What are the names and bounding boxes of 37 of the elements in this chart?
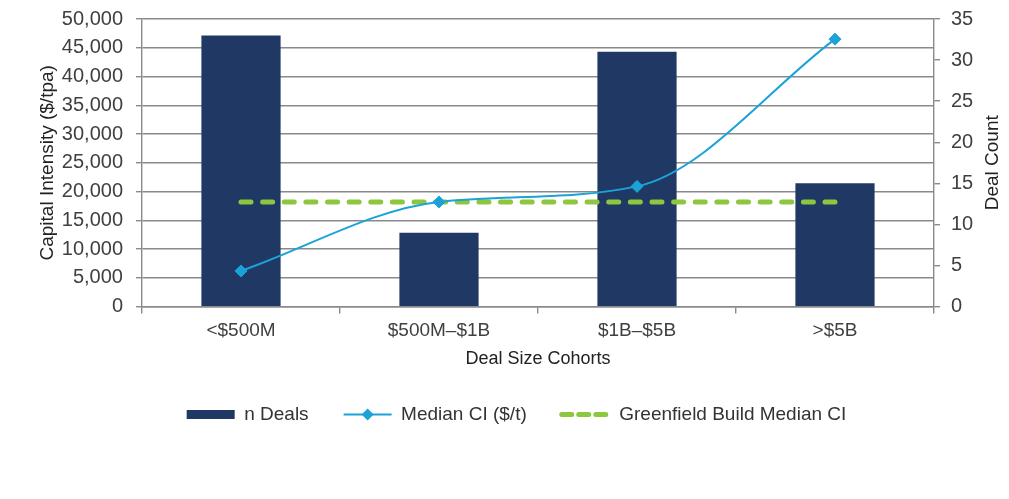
point xyxy=(828,32,842,46)
y-tick-label: 5,000 xyxy=(72,265,123,288)
y2-tick-label: 10 xyxy=(951,211,974,234)
y2-tick-label: 25 xyxy=(951,88,974,111)
y-tick-label: 0 xyxy=(111,294,123,317)
x-tick-label: $500M–$1B xyxy=(387,319,491,341)
bar xyxy=(795,183,875,306)
y2-tick-label: 20 xyxy=(951,129,974,152)
y2-axis-title: Deal Count xyxy=(981,114,1003,211)
point xyxy=(432,195,446,209)
y-tick-label: 20,000 xyxy=(61,179,123,202)
legend-label: n Deals xyxy=(244,402,309,424)
bar xyxy=(399,232,479,306)
x-tick-label: $1B–$5B xyxy=(597,319,677,341)
y-axis-title: Capital Intensity ($/tpa) xyxy=(35,65,57,261)
point xyxy=(630,179,644,193)
x-axis-title: Deal Size Cohorts xyxy=(465,348,611,369)
y-tick-label: 35,000 xyxy=(61,92,123,115)
bar xyxy=(597,51,677,306)
y2-tick-label: 15 xyxy=(951,170,974,193)
y2-tick-label: 35 xyxy=(951,6,974,29)
y-tick-label: 50,000 xyxy=(61,6,123,29)
y-tick-label: 10,000 xyxy=(61,236,123,259)
point xyxy=(234,264,248,278)
x-tick-label: >$5B xyxy=(812,319,858,341)
x-tick-label: <$500M xyxy=(206,319,276,341)
y2-tick-label: 5 xyxy=(951,253,963,276)
y-tick-label: 40,000 xyxy=(61,64,123,87)
legend-label: Median CI ($/t) xyxy=(401,402,527,424)
y2-tick-label: 30 xyxy=(951,47,974,70)
y-tick-label: 15,000 xyxy=(61,207,123,230)
y-tick-label: 45,000 xyxy=(61,35,123,58)
legend-label: Greenfield Build Median CI xyxy=(619,402,847,424)
bar xyxy=(201,35,281,306)
y-tick-label: 30,000 xyxy=(61,121,123,144)
y-tick-label: 25,000 xyxy=(61,150,123,173)
y2-tick-label: 0 xyxy=(951,294,963,317)
